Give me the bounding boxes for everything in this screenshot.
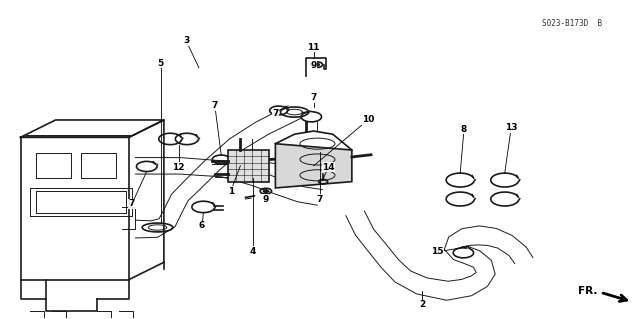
Text: 1: 1 xyxy=(228,187,234,196)
Text: 7: 7 xyxy=(317,195,323,204)
Text: 7: 7 xyxy=(212,101,218,110)
Text: 12: 12 xyxy=(172,163,185,172)
Text: 6: 6 xyxy=(199,221,205,230)
Text: 4: 4 xyxy=(250,247,256,256)
Text: 8: 8 xyxy=(461,125,467,134)
Text: 7: 7 xyxy=(129,199,135,208)
Text: 9: 9 xyxy=(310,61,317,70)
Text: 3: 3 xyxy=(183,36,189,45)
Text: 2: 2 xyxy=(419,300,425,309)
Text: 5: 5 xyxy=(157,59,164,68)
Text: 7: 7 xyxy=(310,93,317,102)
Text: 10: 10 xyxy=(362,115,374,124)
Polygon shape xyxy=(228,150,269,182)
Text: S023-B173D  B: S023-B173D B xyxy=(541,19,602,28)
Text: 14: 14 xyxy=(322,163,335,172)
Text: FR.: FR. xyxy=(578,286,597,296)
Circle shape xyxy=(263,190,268,192)
Text: 15: 15 xyxy=(431,247,444,256)
Text: 11: 11 xyxy=(307,43,320,52)
Text: 7: 7 xyxy=(272,109,278,118)
Text: 13: 13 xyxy=(505,123,517,132)
Text: 9: 9 xyxy=(262,195,269,204)
Circle shape xyxy=(314,63,319,66)
Polygon shape xyxy=(275,144,352,188)
